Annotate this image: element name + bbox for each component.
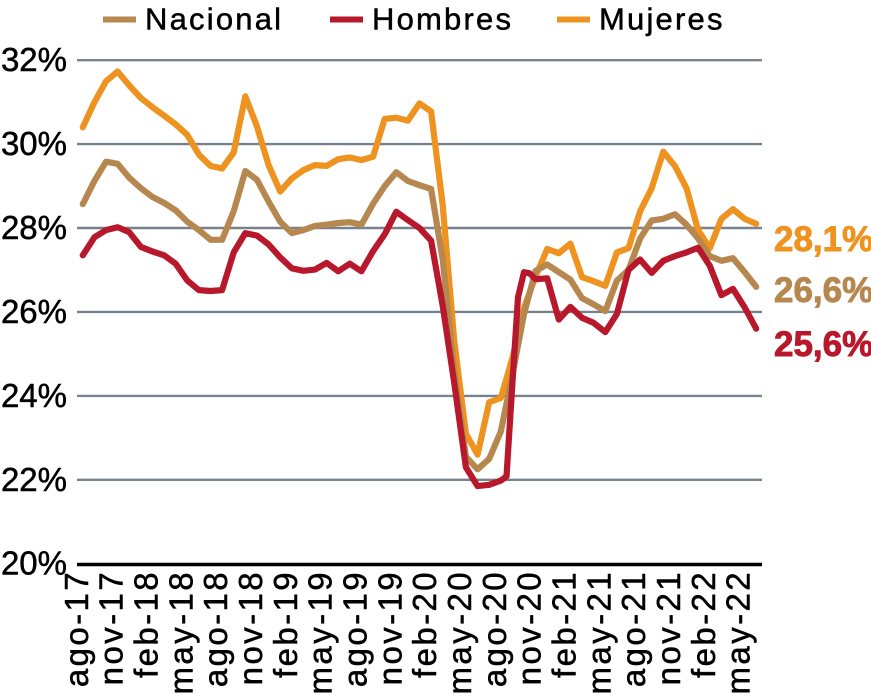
svg-text:nov-19: nov-19 [371, 570, 408, 685]
svg-text:may-21: may-21 [580, 570, 617, 694]
svg-text:25,6%: 25,6% [774, 325, 871, 364]
svg-text:28,1%: 28,1% [774, 220, 871, 259]
svg-text:24%: 24% [1, 377, 67, 414]
svg-text:nov-17: nov-17 [93, 570, 130, 685]
svg-text:ago-20: ago-20 [476, 570, 513, 687]
svg-text:may-20: may-20 [441, 570, 478, 694]
svg-text:ago-17: ago-17 [58, 570, 95, 687]
svg-text:ago-18: ago-18 [197, 570, 234, 687]
svg-text:32%: 32% [1, 41, 67, 78]
svg-text:nov-18: nov-18 [232, 570, 269, 685]
svg-text:30%: 30% [1, 125, 67, 162]
svg-text:ago-21: ago-21 [615, 570, 652, 687]
svg-text:22%: 22% [1, 461, 67, 498]
svg-text:feb-21: feb-21 [545, 570, 582, 678]
svg-text:20%: 20% [1, 545, 67, 582]
svg-text:Nacional: Nacional [145, 2, 283, 37]
svg-text:nov-21: nov-21 [650, 570, 687, 685]
svg-text:26,6%: 26,6% [774, 271, 871, 310]
svg-text:28%: 28% [1, 209, 67, 246]
svg-text:feb-20: feb-20 [406, 570, 443, 678]
svg-text:feb-19: feb-19 [267, 570, 304, 678]
svg-text:may-18: may-18 [162, 570, 199, 694]
svg-text:26%: 26% [1, 293, 67, 330]
svg-text:nov-20: nov-20 [511, 570, 548, 685]
svg-text:Mujeres: Mujeres [599, 2, 725, 37]
svg-text:may-19: may-19 [302, 570, 339, 694]
svg-text:feb-18: feb-18 [128, 570, 165, 678]
svg-text:may-22: may-22 [720, 570, 757, 694]
svg-text:feb-22: feb-22 [685, 570, 722, 678]
svg-text:ago-19: ago-19 [336, 570, 373, 687]
svg-text:Hombres: Hombres [372, 2, 513, 37]
